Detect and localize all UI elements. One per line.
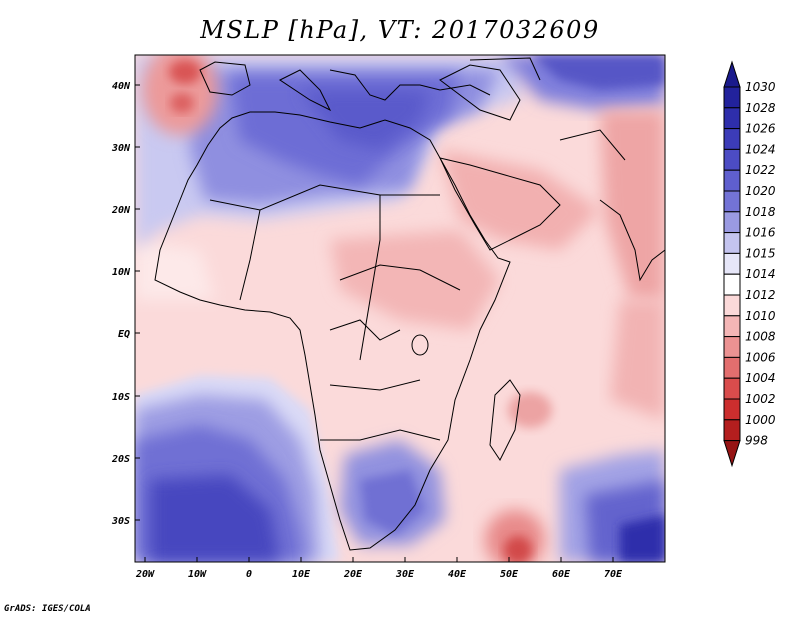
colorbar-box <box>723 211 741 234</box>
field-safrica-core <box>360 470 425 535</box>
colorbar-box <box>723 128 741 150</box>
lat-label: 30S <box>111 516 130 527</box>
border-3 <box>339 264 461 291</box>
field-arabia-low <box>440 150 600 250</box>
border-2 <box>209 184 440 211</box>
colorbar-label: 1026 <box>745 122 776 136</box>
colorbar-label: 1002 <box>745 392 776 406</box>
coast-balkans <box>329 69 491 101</box>
coast-arabia <box>439 157 561 251</box>
colorbar-label: 1004 <box>745 371 776 385</box>
colorbar-label: 1006 <box>745 350 776 364</box>
colorbar-arrow-top <box>723 60 741 88</box>
lon-label: 10W <box>188 569 207 580</box>
field-iberia-low <box>142 55 218 135</box>
lat-label: 40N <box>112 81 131 92</box>
lat-label: 10N <box>112 267 131 278</box>
lat-label: 20S <box>111 454 130 465</box>
colorbar-label: 1030 <box>745 80 776 94</box>
lat-labels: 40N 30N 20N 10N EQ 10S 20S 30S <box>111 81 131 527</box>
pressure-field <box>135 55 665 562</box>
field-sio-core <box>620 515 665 562</box>
colorbar-label: 998 <box>745 434 768 448</box>
tick-marks <box>135 84 614 562</box>
lon-labels: 20W 10W 0 10E 20E 30E 40E 50E 60E 70E <box>135 569 623 580</box>
field-se-low-core <box>504 536 532 562</box>
colorbar-box <box>723 336 741 358</box>
coast-india <box>599 199 665 282</box>
colorbar-box <box>723 398 741 421</box>
lon-label: 40E <box>448 569 467 580</box>
colorbar-box <box>723 169 741 192</box>
colorbar-label: 1015 <box>745 246 776 260</box>
colorbar-box <box>723 315 741 338</box>
lat-label: EQ <box>118 329 130 340</box>
lake-victoria <box>411 334 429 356</box>
colorbar-box <box>723 252 741 275</box>
map-title: MSLP [hPa], VT: 2017032609 <box>200 16 600 44</box>
coastlines <box>154 57 665 551</box>
colorbar-arrow-bottom <box>723 440 741 468</box>
field-madagascar-low <box>508 392 552 428</box>
border-6 <box>359 195 381 361</box>
colorbar-box <box>723 294 741 317</box>
colorbar-box <box>723 419 741 442</box>
field-central-low <box>330 230 500 330</box>
colorbar-box <box>723 148 741 171</box>
map-frame <box>134 54 666 563</box>
coast-turkey <box>439 64 521 121</box>
colorbar-label: 1020 <box>745 184 776 198</box>
colorbar-label: 1022 <box>745 163 776 177</box>
colorbar-box <box>723 377 741 400</box>
field-india-low <box>600 110 665 300</box>
colorbar-label: 1000 <box>745 413 776 427</box>
coast-italy <box>279 69 332 112</box>
field-iberia-low-core2 <box>170 93 194 113</box>
field-io-low <box>610 300 665 420</box>
lon-label: 60E <box>552 569 571 580</box>
border-1 <box>329 319 401 341</box>
coast-iberia <box>199 61 251 96</box>
border-7 <box>329 379 421 391</box>
colorbar-label: 1028 <box>745 101 776 115</box>
lon-label: 50E <box>500 569 519 580</box>
field-north-core2 <box>300 90 430 150</box>
colorbar-label: 1010 <box>745 309 776 323</box>
border-8 <box>559 129 626 161</box>
colorbar-label: 1008 <box>745 330 776 344</box>
colorbar-label: 1018 <box>745 205 776 219</box>
border-4 <box>320 429 441 441</box>
lon-label: 10E <box>292 569 311 580</box>
credit-text: GrADS: IGES/COLA <box>4 604 91 614</box>
field-west-light <box>135 240 215 300</box>
colorbar-label: 1016 <box>745 226 776 240</box>
lat-label: 10S <box>112 392 130 403</box>
lon-label: 0 <box>246 569 252 580</box>
coast-madagascar <box>489 379 521 461</box>
colorbar-label: 1014 <box>745 267 776 281</box>
colorbar-box <box>723 273 741 296</box>
colorbar-box <box>723 232 741 254</box>
colorbar-box <box>723 86 741 109</box>
colorbar-box <box>723 190 741 213</box>
field-iberia-low-core <box>169 60 201 84</box>
border-5 <box>239 209 261 301</box>
lon-label: 20W <box>135 569 155 580</box>
lat-label: 20N <box>111 205 131 216</box>
colorbar-box <box>723 107 741 130</box>
coast-caspian <box>469 57 541 81</box>
colorbar-box <box>723 356 741 379</box>
field-ne-high-core <box>530 55 665 90</box>
lon-label: 30E <box>395 569 415 580</box>
colorbar: 1030 1028 1026 1024 1022 1020 1018 1016 1015 1014… <box>723 60 776 468</box>
colorbar-label: 1024 <box>745 142 776 156</box>
colorbar-label: 1012 <box>745 288 776 302</box>
lon-label: 70E <box>604 569 623 580</box>
lon-label: 20E <box>343 569 363 580</box>
lat-label: 30N <box>111 143 131 154</box>
field-satl-core <box>150 475 280 562</box>
coast-africa <box>154 111 511 551</box>
